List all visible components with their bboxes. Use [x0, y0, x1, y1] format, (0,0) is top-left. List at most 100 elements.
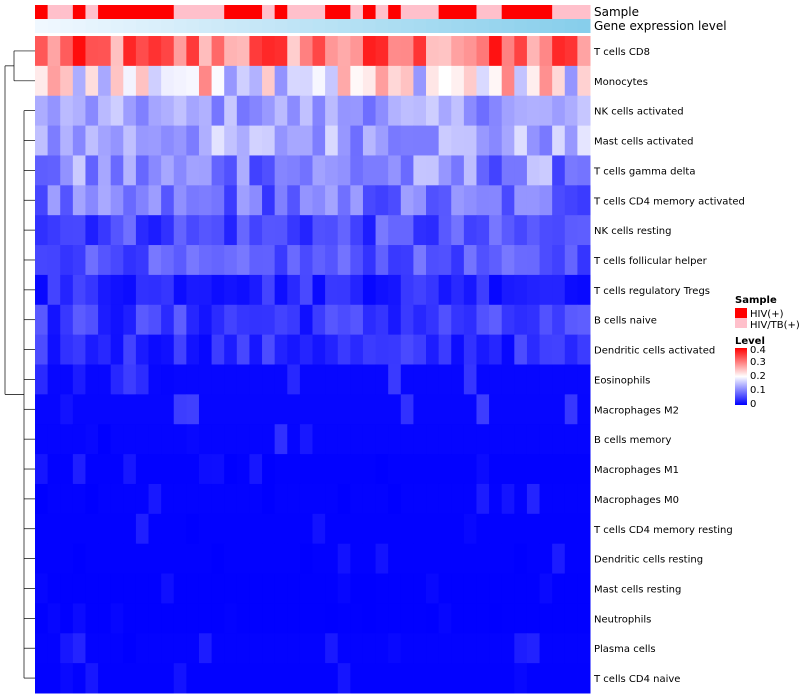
- level-tick-label: 0.2: [750, 371, 766, 382]
- heatmap-cell: [72, 36, 86, 67]
- heatmap-cell: [400, 394, 414, 425]
- heatmap-cell: [249, 185, 263, 216]
- heatmap-cell: [325, 95, 339, 127]
- heatmap-cell: [274, 274, 288, 306]
- heatmap-cell: [413, 304, 427, 336]
- heatmap-cell: [35, 65, 49, 97]
- heatmap-cell: [262, 125, 276, 156]
- heatmap-cell: [60, 95, 74, 127]
- heatmap-cell: [375, 304, 389, 336]
- heatmap-cell: [72, 454, 86, 485]
- heatmap-cell: [274, 663, 288, 694]
- heatmap-cell: [476, 215, 490, 246]
- heatmap-cell: [224, 394, 238, 425]
- heatmap-cell: [274, 334, 288, 365]
- heatmap-cell: [135, 633, 150, 664]
- heatmap-cell: [135, 513, 150, 545]
- heatmap-cell: [426, 65, 440, 97]
- heatmap-cell: [451, 663, 465, 694]
- heatmap-cell: [148, 36, 162, 67]
- heatmap-cell: [60, 304, 74, 336]
- sample-cell: [577, 5, 591, 19]
- heatmap-cell: [489, 245, 503, 276]
- heatmap-cell: [262, 155, 276, 186]
- heatmap-cell: [173, 185, 187, 216]
- heatmap-cell: [451, 155, 465, 186]
- heatmap-cell: [249, 364, 263, 395]
- heatmap-cell: [60, 65, 74, 97]
- heatmap-cell: [438, 125, 452, 156]
- heatmap-cell: [287, 95, 301, 127]
- heatmap-cell: [249, 513, 263, 545]
- heatmap-cell: [299, 603, 313, 634]
- heatmap-cell: [426, 274, 440, 306]
- heatmap-cell: [501, 543, 515, 575]
- heatmap-cell: [299, 334, 313, 365]
- heatmap-cell: [489, 95, 503, 127]
- row-label: T cells CD8: [593, 47, 650, 58]
- heatmap-cell: [337, 573, 351, 604]
- heatmap-cell: [161, 304, 175, 336]
- heatmap-cell: [489, 454, 503, 485]
- heatmap-cell: [388, 603, 402, 634]
- heatmap-cell: [375, 513, 389, 545]
- heatmap-cell: [552, 364, 566, 395]
- heatmap-cell: [249, 573, 263, 604]
- sample-cell: [552, 5, 566, 19]
- heatmap-cell: [299, 36, 313, 67]
- heatmap-cell: [362, 424, 377, 455]
- heatmap-cell: [489, 394, 503, 425]
- heatmap-cell: [98, 573, 112, 604]
- heatmap-cell: [451, 245, 465, 276]
- heatmap-cell: [514, 155, 528, 186]
- heatmap-cell: [299, 125, 313, 156]
- heatmap-cell: [501, 274, 515, 306]
- heatmap-cell: [413, 394, 427, 425]
- sample-cell: [489, 5, 503, 19]
- heatmap-cell: [161, 65, 175, 97]
- heatmap-cell: [350, 394, 364, 425]
- heatmap-cell: [173, 95, 187, 127]
- heatmap-cell: [186, 36, 200, 67]
- gene-expression-cell: [400, 19, 414, 33]
- heatmap-cell: [539, 155, 553, 186]
- gene-expression-cell: [47, 19, 61, 33]
- heatmap-cell: [224, 633, 238, 664]
- heatmap-cell: [135, 95, 150, 127]
- heatmap-cell: [337, 36, 351, 67]
- heatmap-cell: [312, 513, 326, 545]
- heatmap-cell: [463, 364, 477, 395]
- heatmap-cell: [224, 185, 238, 216]
- heatmap-cell: [337, 394, 351, 425]
- heatmap-cell: [476, 364, 490, 395]
- heatmap-cell: [236, 334, 250, 365]
- heatmap-cell: [413, 364, 427, 395]
- heatmap-cell: [539, 603, 553, 634]
- heatmap-cell: [60, 185, 74, 216]
- row-dendrogram: [4, 50, 35, 679]
- heatmap-cell: [186, 364, 200, 395]
- heatmap-cell: [236, 573, 250, 604]
- heatmap-cell: [198, 424, 213, 455]
- gene-expression-cell: [539, 19, 553, 33]
- heatmap-cell: [451, 215, 465, 246]
- heatmap-cell: [35, 364, 49, 395]
- heatmap-cell: [400, 245, 414, 276]
- heatmap-cell: [312, 185, 326, 216]
- sample-cell: [438, 5, 452, 19]
- heatmap-cell: [198, 573, 213, 604]
- heatmap-cell: [350, 543, 364, 575]
- heatmap-cell: [186, 633, 200, 664]
- heatmap-cell: [325, 304, 339, 336]
- heatmap-cell: [186, 245, 200, 276]
- heatmap-cell: [413, 274, 427, 306]
- heatmap-cell: [161, 424, 175, 455]
- heatmap-cell: [148, 424, 162, 455]
- heatmap-cell: [236, 65, 250, 97]
- heatmap-cell: [489, 543, 503, 575]
- heatmap-cell: [564, 245, 578, 276]
- heatmap-cell: [489, 573, 503, 604]
- heatmap-cell: [476, 573, 490, 604]
- heatmap-cell: [186, 65, 200, 97]
- heatmap-cell: [236, 424, 250, 455]
